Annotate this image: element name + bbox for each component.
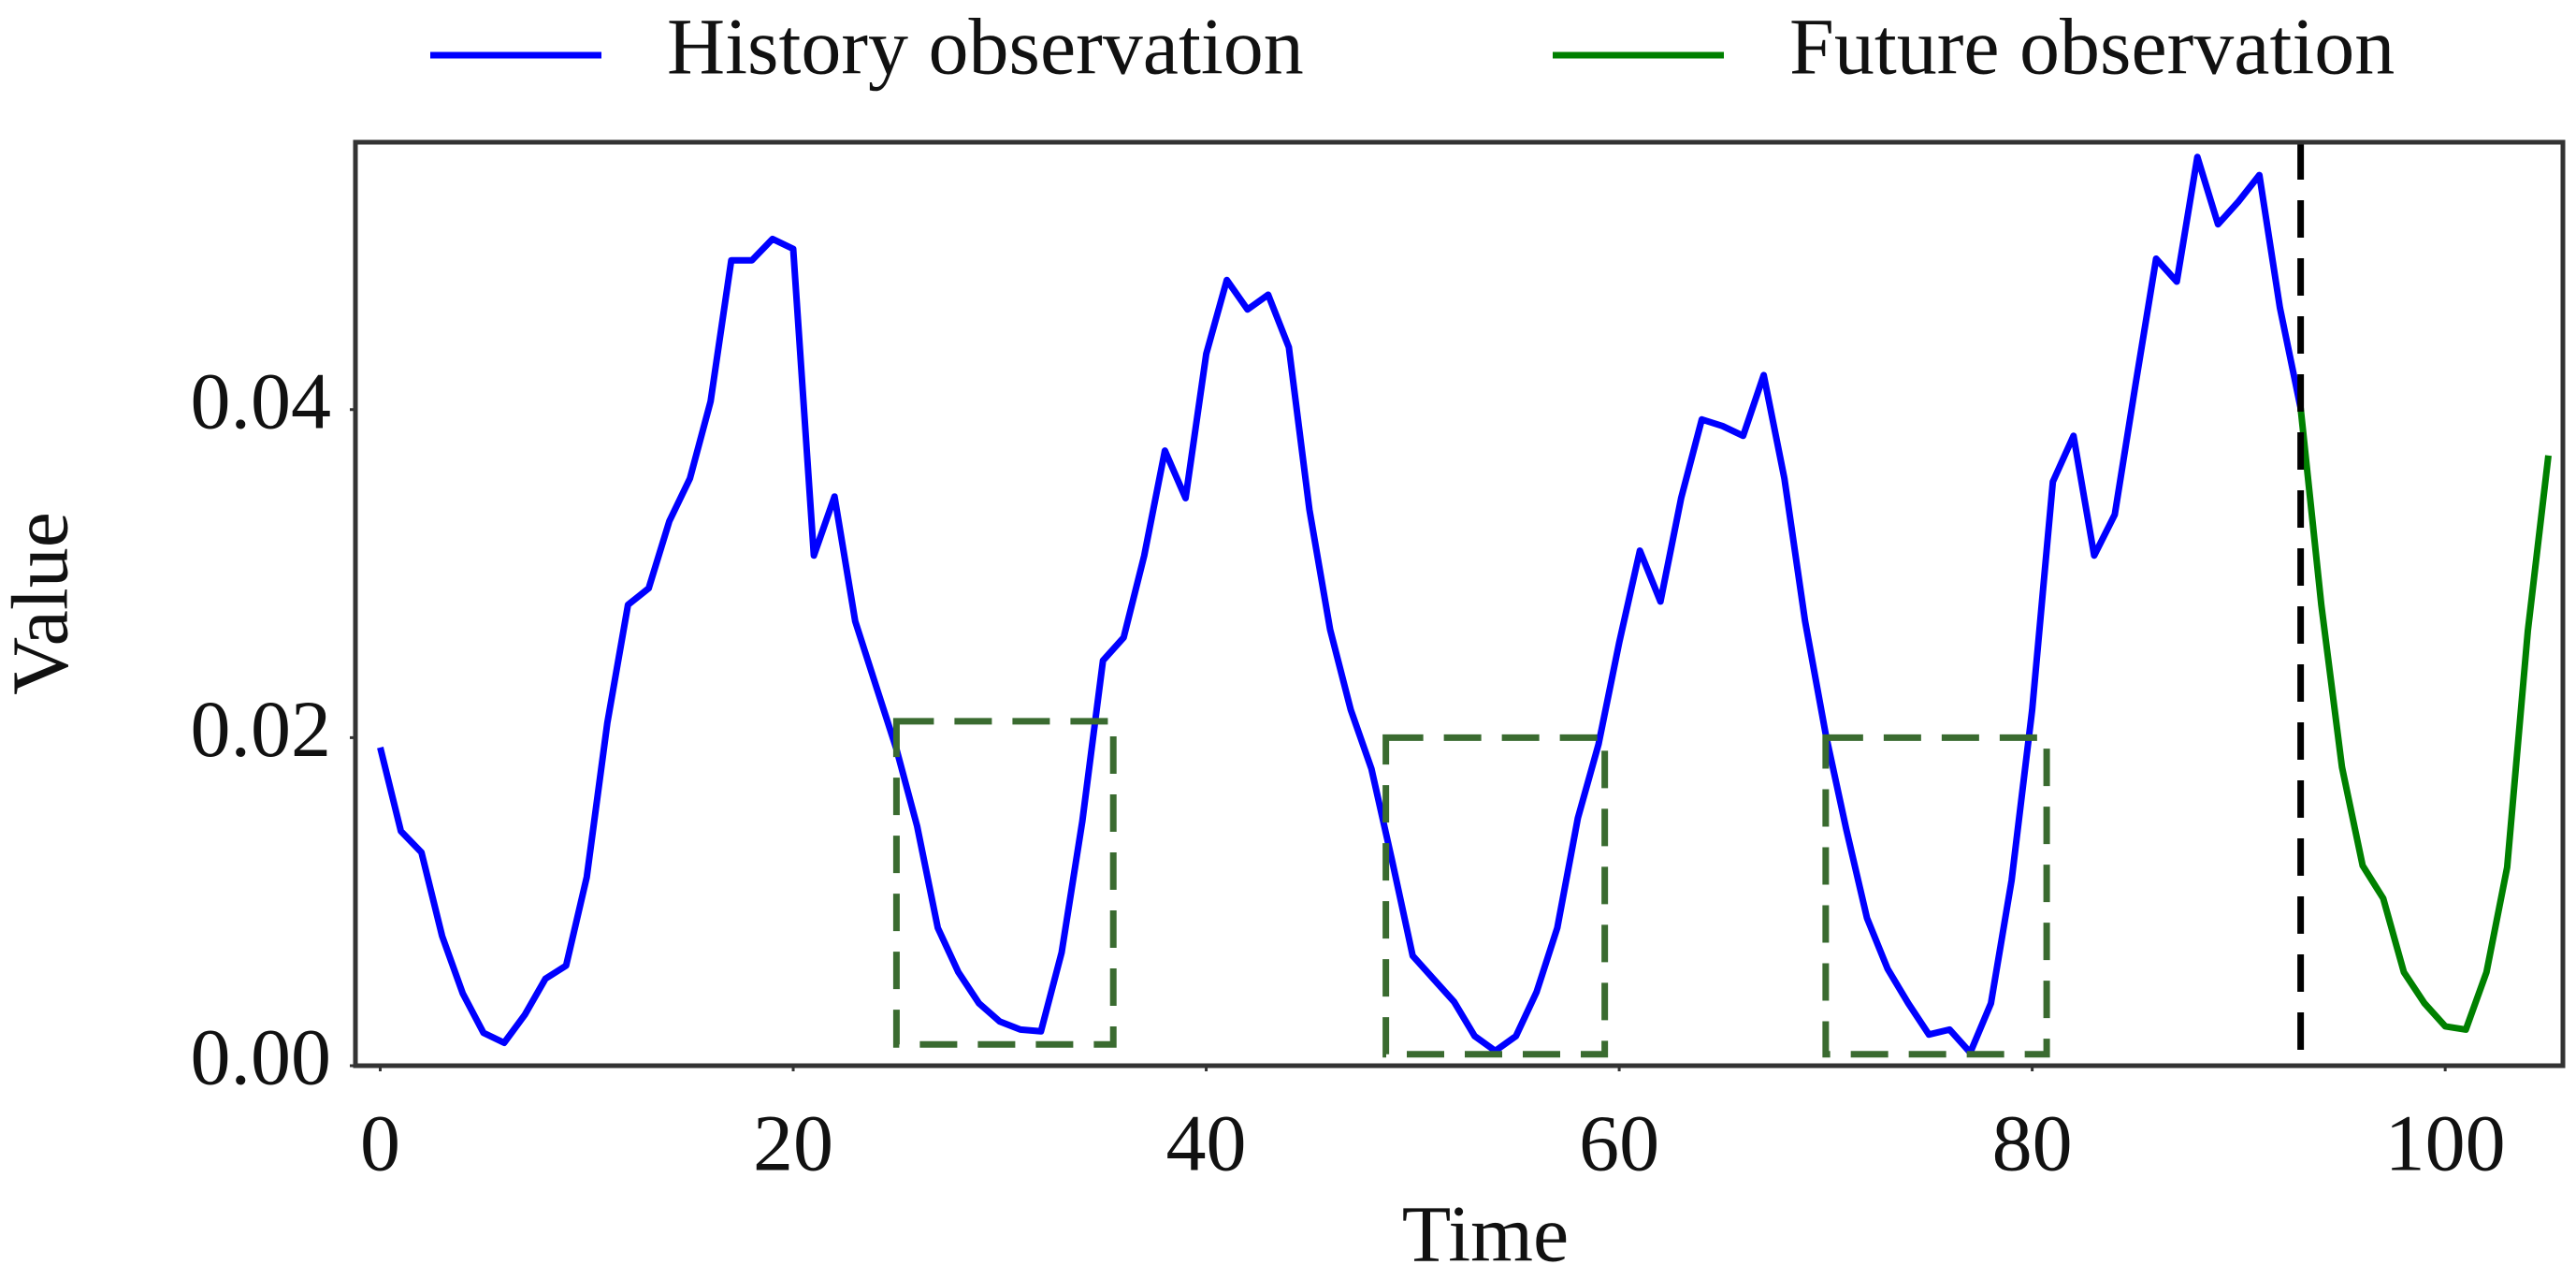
highlight-box (1382, 734, 1609, 1058)
x-tick-label: 80 (1992, 1098, 2073, 1188)
x-axis-label: Time (1402, 1189, 1569, 1265)
highlight-box (892, 718, 1117, 1048)
legend-label: History observation (667, 2, 1304, 92)
legend-label: Future observation (1789, 2, 2395, 92)
highlight-box (1822, 734, 2050, 1058)
y-axis-label: Value (0, 512, 85, 695)
plot-frame (353, 139, 2566, 1069)
y-tick-label: 0.02 (191, 684, 332, 774)
series-line (2297, 407, 2552, 1033)
y-tick-label: 0.00 (191, 1012, 332, 1102)
series-line (377, 153, 2305, 1056)
y-tick-label: 0.04 (191, 356, 332, 445)
x-tick-label: 60 (1579, 1098, 1659, 1188)
x-tick-label: 0 (360, 1098, 400, 1188)
x-tick-label: 20 (753, 1098, 833, 1188)
x-tick-label: 40 (1166, 1098, 1247, 1188)
x-tick-label: 100 (2385, 1098, 2506, 1188)
